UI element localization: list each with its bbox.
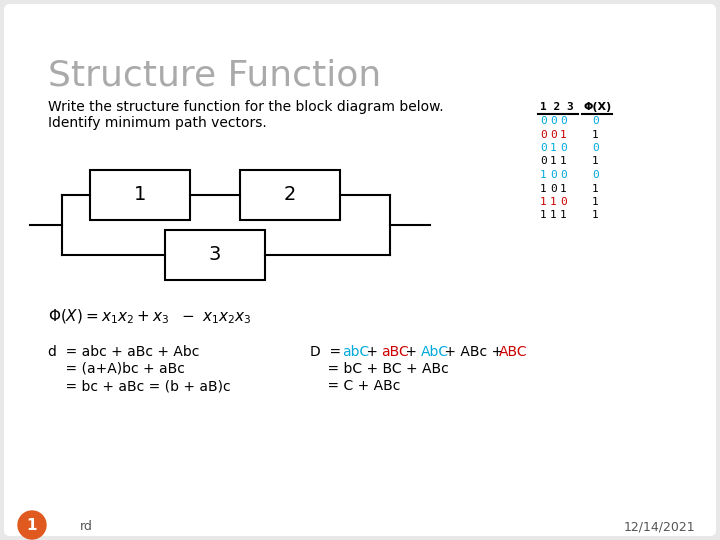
Text: 1: 1 [27, 517, 37, 532]
Text: abC: abC [343, 345, 370, 359]
Text: 1: 1 [540, 184, 546, 193]
Text: = bc + aBc = (b + aB)c: = bc + aBc = (b + aB)c [48, 379, 230, 393]
Text: + ABc +: + ABc + [440, 345, 508, 359]
Text: 0: 0 [550, 184, 557, 193]
Text: Identify minimum path vectors.: Identify minimum path vectors. [48, 116, 266, 130]
Text: 1: 1 [592, 130, 599, 139]
Text: 1: 1 [550, 197, 557, 207]
Text: 1: 1 [550, 157, 557, 166]
Text: 0: 0 [540, 143, 546, 153]
Text: 0: 0 [550, 170, 557, 180]
Text: 1: 1 [592, 184, 599, 193]
FancyBboxPatch shape [4, 4, 716, 536]
Text: 0: 0 [560, 197, 567, 207]
Text: 12/14/2021: 12/14/2021 [624, 521, 695, 534]
Text: 0: 0 [592, 170, 599, 180]
Text: 1: 1 [560, 184, 567, 193]
Text: +: + [401, 345, 421, 359]
Text: +: + [362, 345, 382, 359]
Text: 1: 1 [592, 197, 599, 207]
Text: rd: rd [80, 521, 93, 534]
Text: 0: 0 [560, 170, 567, 180]
Text: = (a+A)bc + aBc: = (a+A)bc + aBc [48, 362, 185, 376]
Text: 0: 0 [540, 157, 546, 166]
Text: d  = abc + aBc + Abc: d = abc + aBc + Abc [48, 345, 199, 359]
Text: = bC + BC + ABc: = bC + BC + ABc [310, 362, 449, 376]
Text: 0: 0 [592, 143, 599, 153]
Text: 0: 0 [560, 116, 567, 126]
Text: Structure Function: Structure Function [48, 58, 382, 92]
Text: aBC: aBC [382, 345, 409, 359]
Text: 0: 0 [550, 130, 557, 139]
Text: 1: 1 [592, 211, 599, 220]
Text: 1: 1 [560, 130, 567, 139]
Text: D  =: D = [310, 345, 346, 359]
Text: = C + ABc: = C + ABc [310, 379, 400, 393]
Text: 1: 1 [540, 197, 546, 207]
Bar [90, 170, 190, 220]
Text: 1: 1 [550, 211, 557, 220]
Text: 1 2 3: 1 2 3 [540, 102, 574, 112]
Text: 2: 2 [284, 186, 296, 205]
Text: AbC: AbC [420, 345, 449, 359]
Circle shape [18, 511, 46, 539]
Text: 1: 1 [134, 186, 146, 205]
Text: 1: 1 [550, 143, 557, 153]
Text: 1: 1 [540, 211, 546, 220]
Text: 1: 1 [540, 170, 546, 180]
Bar [165, 230, 265, 280]
Text: Write the structure function for the block diagram below.: Write the structure function for the blo… [48, 100, 444, 114]
Bar [240, 170, 340, 220]
Text: 0: 0 [540, 130, 546, 139]
Text: 0: 0 [560, 143, 567, 153]
Text: 0: 0 [592, 116, 599, 126]
Text: 1: 1 [560, 211, 567, 220]
Text: 1: 1 [592, 157, 599, 166]
Text: 0: 0 [550, 116, 557, 126]
Text: ABC: ABC [498, 345, 527, 359]
Text: Φ(X): Φ(X) [584, 102, 612, 112]
Text: 1: 1 [560, 157, 567, 166]
Text: 3: 3 [209, 246, 221, 265]
Text: 0: 0 [540, 116, 546, 126]
Text: $\Phi(X) = x_1x_2 + x_3\ \ -\ x_1x_2x_3$: $\Phi(X) = x_1x_2 + x_3\ \ -\ x_1x_2x_3$ [48, 308, 251, 326]
